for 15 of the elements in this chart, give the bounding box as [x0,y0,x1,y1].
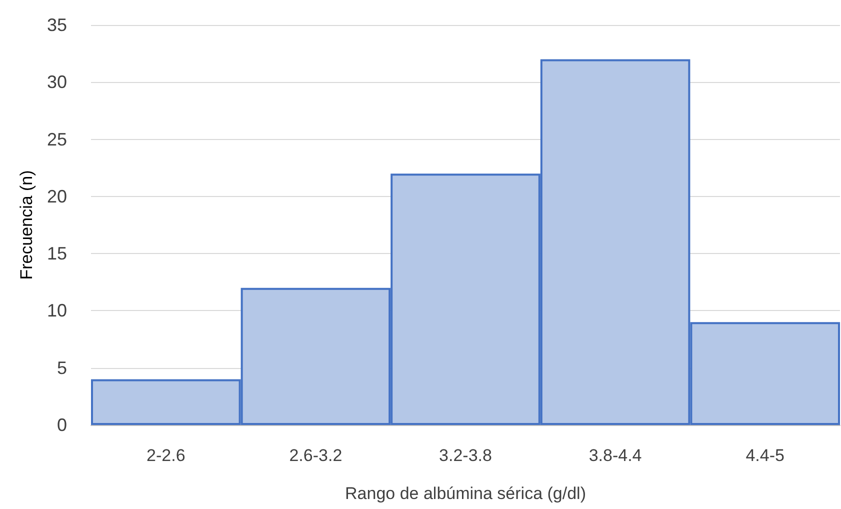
x-tick-label: 3.2-3.8 [439,446,492,465]
y-tick-label: 20 [46,186,67,206]
y-tick-label: 25 [46,129,67,150]
y-tick-label: 35 [46,15,67,35]
x-tick-label: 4.4-5 [746,446,784,465]
x-tick-label: 2-2.6 [146,446,186,465]
y-tick-label: 5 [56,358,67,378]
y-axis-title: Frecuencia (n) [17,170,36,280]
y-tick-label: 15 [46,244,67,264]
x-tick-label: 2.6-3.2 [289,446,342,465]
y-tick-label: 0 [56,415,67,435]
y-tick-label: 30 [46,72,67,92]
y-tick-label: 10 [46,300,67,321]
x-tick-label: 3.8-4.4 [588,446,642,465]
x-axis-title: Rango de albúmina sérica (g/dl) [345,484,586,503]
